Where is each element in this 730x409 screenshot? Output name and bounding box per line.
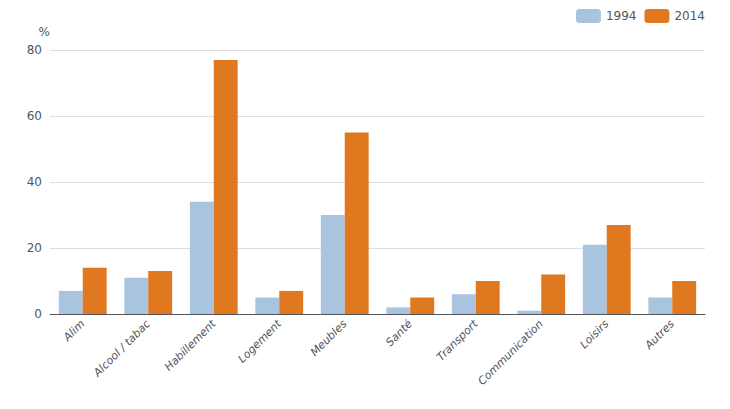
svg-text:1994: 1994 [606, 9, 637, 23]
svg-text:60: 60 [27, 109, 42, 123]
svg-text:Alim: Alim [60, 317, 87, 344]
svg-text:Autres: Autres [642, 317, 677, 352]
svg-text:Communication: Communication [475, 317, 545, 387]
svg-text:40: 40 [27, 175, 42, 189]
svg-text:Alcool / tabac: Alcool / tabac [90, 317, 153, 380]
svg-text:2014: 2014 [674, 9, 705, 23]
svg-text:20: 20 [27, 241, 42, 255]
svg-text:80: 80 [27, 43, 42, 57]
svg-text:%: % [39, 25, 50, 39]
svg-text:0: 0 [34, 307, 42, 321]
svg-text:Habillement: Habillement [162, 317, 219, 374]
svg-text:Meubles: Meubles [308, 317, 350, 359]
svg-text:Logement: Logement [236, 317, 285, 366]
svg-text:Santé: Santé [383, 317, 415, 349]
svg-text:Loisirs: Loisirs [577, 317, 611, 351]
svg-text:Transport: Transport [434, 317, 481, 364]
